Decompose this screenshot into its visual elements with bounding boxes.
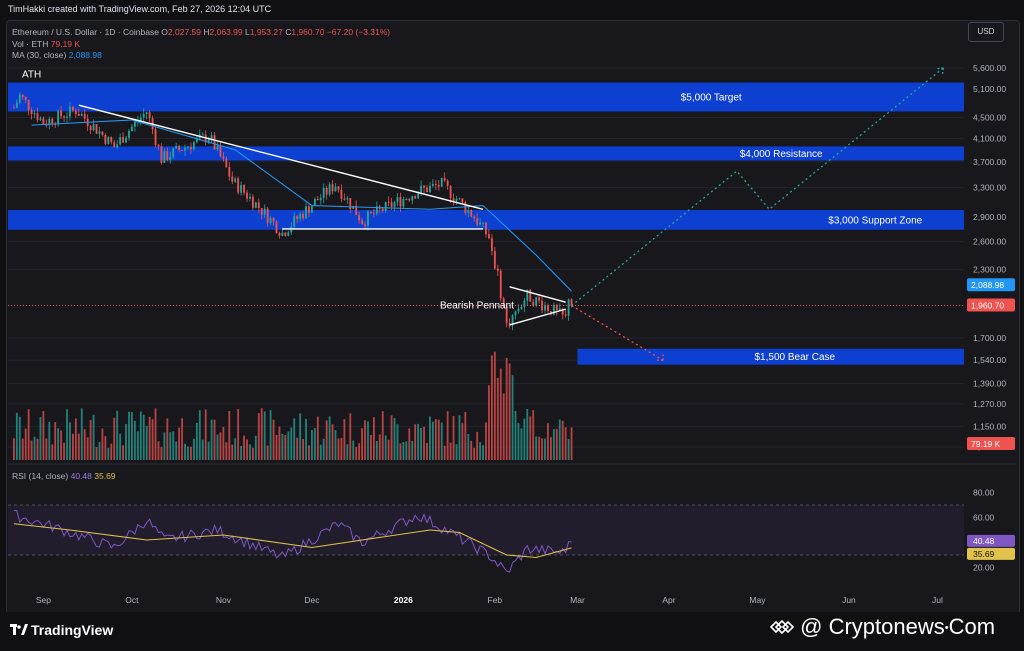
cryptonews-wordmark: Cryptonews (828, 614, 945, 639)
chart-panel[interactable] (6, 20, 1020, 614)
change-value: −67.20 (−3.31%) (326, 27, 391, 37)
tradingview-icon (10, 622, 28, 635)
currency-button[interactable]: USD (968, 22, 1004, 42)
rsi-legend[interactable]: RSI (14, close) 40.48 35.69 (12, 471, 116, 481)
close-label: C (285, 27, 292, 37)
close-value: 1,960.70 (291, 27, 325, 37)
at-sign: @ (800, 614, 823, 639)
cryptonews-separator: • (944, 622, 949, 635)
footer (0, 612, 1024, 651)
rsi-label: RSI (14, close) (12, 471, 69, 481)
high-label: H (203, 27, 210, 37)
open-label: O (161, 27, 168, 37)
low-label: L (245, 27, 250, 37)
rsi-ma-value: 35.69 (94, 471, 116, 481)
high-value: 2,063.99 (209, 27, 243, 37)
volume-legend[interactable]: Vol · ETH 79.19 K (12, 39, 80, 49)
cryptonews-suffix: Com (948, 614, 996, 639)
low-value: 1,953.27 (249, 27, 283, 37)
created-by-text: TimHakki created with TradingView.com, F… (8, 4, 272, 14)
open-value: 2,027.59 (167, 27, 202, 37)
symbol-legend: Ethereum / U.S. Dollar · 1D · Coinbase O… (12, 27, 390, 37)
cryptonews-icon (769, 617, 795, 637)
ma-label: MA (30, close) (12, 50, 67, 60)
cryptonews-logo: @ Cryptonews•Com (769, 614, 996, 640)
ma-legend[interactable]: MA (30, close) 2,088.98 (12, 50, 102, 60)
tradingview-wordmark: TradingView (31, 622, 114, 638)
ma-value: 2,088.98 (68, 50, 102, 60)
header-bar: TimHakki created with TradingView.com, F… (0, 0, 1024, 20)
symbol-name[interactable]: Ethereum / U.S. Dollar · 1D · Coinbase (12, 27, 159, 37)
volume-label: Vol · ETH (12, 39, 49, 49)
tradingview-logo: TradingView (10, 622, 113, 638)
volume-value: 79.19 K (50, 39, 81, 49)
rsi-value: 40.48 (70, 471, 92, 481)
